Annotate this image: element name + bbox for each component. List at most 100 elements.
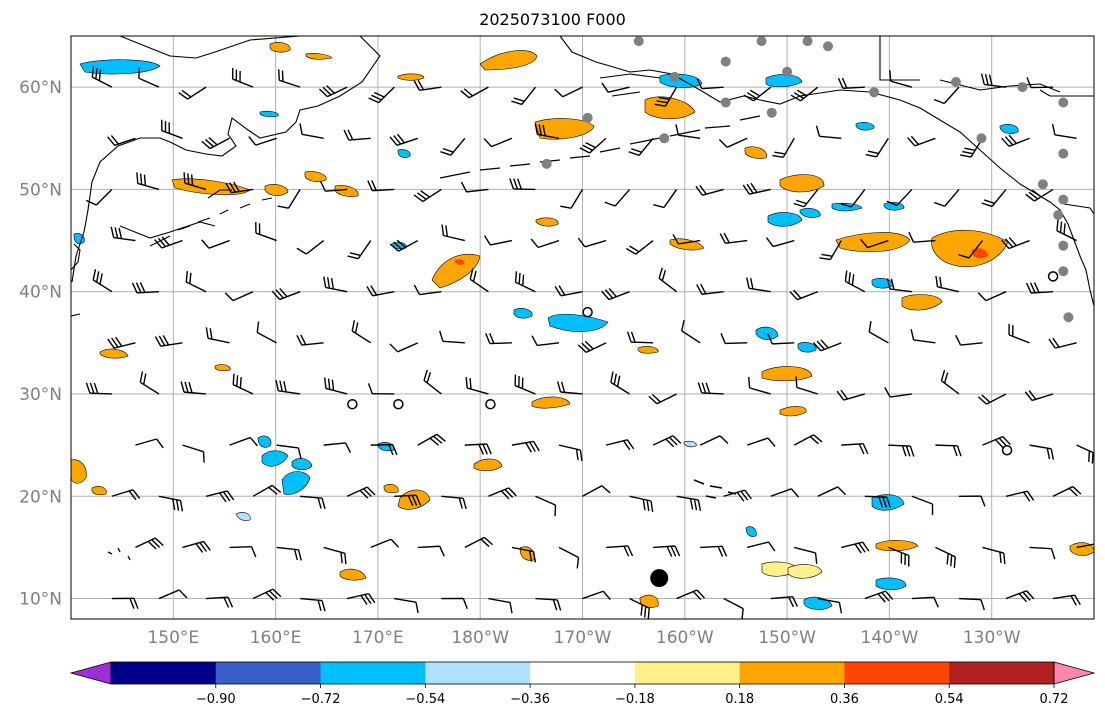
wind-barb (368, 86, 395, 104)
wind-barb (370, 443, 398, 456)
wind-barb (982, 546, 1006, 565)
wind-barb (601, 287, 630, 301)
wind-barb (746, 277, 771, 293)
wind-barb (271, 287, 301, 301)
station-dot (823, 41, 834, 52)
wind-barb (888, 444, 915, 457)
wind-barb (935, 275, 960, 293)
wind-barb (185, 270, 207, 293)
wind-barb (1052, 594, 1081, 606)
colorbar-tick-label: −0.18 (615, 692, 655, 707)
colorbar-extend-low (69, 661, 112, 685)
wind-barb (229, 436, 258, 447)
wind-barb (789, 289, 819, 301)
wind-barb (370, 538, 400, 549)
wind-barb (511, 546, 537, 563)
colorbar-extend-high (1053, 661, 1096, 685)
wind-barb (110, 226, 136, 242)
wind-barb (178, 86, 207, 100)
wind-barb (231, 68, 254, 88)
wind-barb (1029, 444, 1055, 460)
wind-barb (934, 188, 960, 207)
colorbar-segment (425, 662, 531, 684)
colorbar-segment (739, 662, 845, 684)
wind-barb (841, 541, 870, 554)
wind-barb (793, 434, 823, 446)
wind-barb (676, 589, 705, 601)
wind-barb (1048, 337, 1077, 349)
wind-barb (1051, 123, 1077, 139)
wind-barb (423, 369, 442, 395)
station-dot (659, 133, 670, 144)
wind-barb (488, 487, 517, 500)
wind-barb (718, 137, 748, 148)
station-dot (802, 36, 813, 47)
typhoon-center-marker (650, 569, 669, 588)
wind-barb (958, 240, 984, 259)
wind-barb (277, 189, 301, 209)
wind-barb (343, 129, 371, 141)
wind-barb (394, 597, 419, 614)
wind-barb (629, 597, 650, 619)
wind-barb (772, 137, 795, 159)
wind-barb (699, 435, 729, 446)
wind-barb (908, 231, 936, 243)
wind-barb (770, 488, 800, 498)
wind-barb (911, 495, 934, 516)
wind-barb (413, 188, 442, 203)
wind-barb (723, 597, 744, 619)
wind-barb (795, 376, 818, 395)
wind-barb (514, 271, 536, 293)
calm-circle (1047, 271, 1059, 282)
coastlines (71, 36, 1094, 561)
wind-barb (837, 77, 865, 89)
station-dot (720, 56, 731, 67)
wind-barb (367, 180, 395, 192)
wind-barb (389, 342, 419, 353)
calm-circle (393, 398, 404, 410)
wind-barb (815, 125, 842, 139)
wind-barb (158, 495, 184, 512)
wind-barb (840, 188, 866, 208)
wind-barb (256, 321, 277, 344)
calm-circle (485, 398, 496, 410)
wind-barb (201, 239, 230, 249)
wind-barb (252, 484, 282, 497)
wind-barb (629, 495, 654, 512)
lat-tick-label: 60°N (19, 78, 62, 98)
colorbar-segment (111, 662, 217, 684)
wind-barb (485, 333, 512, 345)
wind-barb (604, 188, 631, 207)
colorbar-tick-label: −0.54 (405, 692, 445, 707)
wind-barb (889, 70, 913, 88)
wind-barb (276, 444, 302, 459)
wind-barb (841, 443, 869, 455)
wind-barb (107, 336, 136, 349)
wind-barb (556, 381, 583, 395)
wind-barb (980, 73, 1007, 88)
wind-barb (511, 86, 536, 106)
wind-barb (1001, 134, 1030, 147)
wind-barb (136, 172, 160, 191)
wind-barb (367, 383, 395, 395)
wind-barbs (85, 66, 1094, 619)
wind-barb (748, 376, 771, 395)
wind-barb (323, 546, 347, 565)
wind-barb (135, 537, 164, 550)
colorbar-tick-label: 0.72 (1040, 692, 1069, 707)
wind-barb (982, 435, 1011, 449)
colorbar-tick-label: 0.36 (830, 692, 859, 707)
wind-barb (770, 595, 799, 608)
wind-barb (626, 331, 654, 344)
wind-barb (1025, 282, 1054, 294)
station-dot (669, 71, 680, 82)
wind-barb (441, 597, 468, 610)
wind-barb (601, 82, 630, 93)
wind-barb (681, 319, 701, 344)
wind-barb (139, 371, 160, 395)
wind-barb (884, 387, 913, 398)
colorbar-segment (215, 662, 322, 684)
wind-barb (1052, 485, 1082, 497)
colorbar-segment (949, 662, 1055, 684)
wind-barb (1026, 77, 1054, 89)
